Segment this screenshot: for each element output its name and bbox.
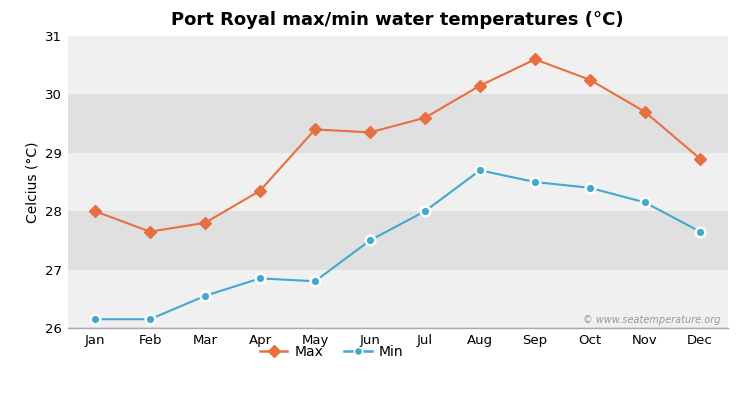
- Bar: [68, 36, 728, 94]
- Title: Port Royal max/min water temperatures (°C): Port Royal max/min water temperatures (°…: [171, 11, 624, 29]
- Min: [640, 200, 650, 205]
- Min: [310, 279, 320, 284]
- Min: [256, 276, 265, 281]
- Text: © www.seatemperature.org: © www.seatemperature.org: [584, 315, 721, 325]
- Line: Min: Min: [90, 166, 705, 324]
- Min: [530, 180, 539, 184]
- Bar: [68, 270, 728, 328]
- Legend: Max, Min: Max, Min: [254, 340, 409, 365]
- Min: [146, 317, 154, 322]
- Max: [695, 156, 704, 161]
- Min: [365, 238, 374, 243]
- Bar: [68, 153, 728, 211]
- Max: [421, 115, 430, 120]
- Min: [421, 209, 430, 214]
- Max: [640, 110, 650, 114]
- Max: [476, 83, 484, 88]
- Min: [586, 186, 595, 190]
- Bar: [68, 94, 728, 153]
- Min: [695, 229, 704, 234]
- Max: [146, 229, 154, 234]
- Line: Max: Max: [91, 55, 704, 236]
- Max: [365, 130, 374, 135]
- Max: [200, 220, 209, 225]
- Max: [310, 127, 320, 132]
- Max: [256, 188, 265, 193]
- Y-axis label: Celcius (°C): Celcius (°C): [26, 141, 40, 223]
- Min: [200, 294, 209, 298]
- Min: [476, 168, 484, 173]
- Bar: [68, 211, 728, 270]
- Min: [91, 317, 100, 322]
- Max: [530, 57, 539, 62]
- Max: [91, 209, 100, 214]
- Max: [586, 77, 595, 82]
